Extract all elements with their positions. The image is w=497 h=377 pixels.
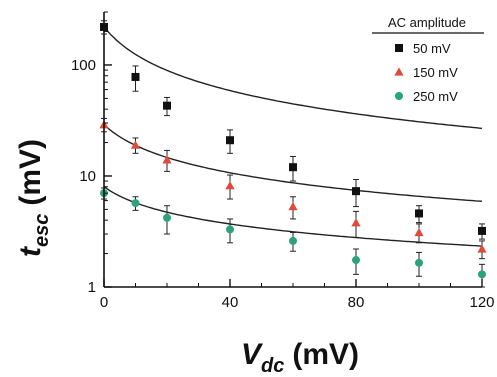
data-point-circle xyxy=(415,258,423,267)
x-axis-title-unit: (mV) xyxy=(292,338,359,371)
data-point-circle xyxy=(131,199,140,208)
data-point-square xyxy=(415,209,423,218)
data-point-circle xyxy=(163,213,171,222)
x-tick-label: 40 xyxy=(222,294,239,311)
x-axis-title-main: V xyxy=(241,338,264,371)
y-tick-label: 10 xyxy=(79,168,96,185)
legend-label: 250 mV xyxy=(413,89,458,104)
y-axis-title-main: t xyxy=(14,245,47,257)
x-tick-label: 120 xyxy=(469,294,494,311)
data-point-triangle xyxy=(225,180,235,190)
data-point-circle xyxy=(289,236,297,245)
data-point-triangle xyxy=(477,244,487,253)
data-point-circle xyxy=(395,92,403,100)
x-tick-label: 80 xyxy=(348,294,365,311)
data-point-circle xyxy=(352,256,360,265)
data-point-square xyxy=(478,226,486,235)
y-axis-title-sub: esc xyxy=(31,214,53,247)
y-tick-label: 100 xyxy=(71,57,96,74)
y-axis-title: tesc (mV) xyxy=(14,139,53,257)
data-point-triangle xyxy=(414,227,424,237)
data-point-square xyxy=(226,136,234,145)
x-axis-title: Vdc (mV) xyxy=(241,338,359,377)
data-point-circle xyxy=(226,225,234,234)
legend: AC amplitude 50 mV 150 mV 250 mV xyxy=(372,15,484,104)
x-axis-title-sub: dc xyxy=(261,355,284,377)
data-point-circle xyxy=(478,270,486,279)
legend-label: 150 mV xyxy=(413,65,458,80)
data-points xyxy=(99,20,487,288)
y-tick-label: 1 xyxy=(88,279,96,296)
data-point-square xyxy=(131,72,140,81)
data-point-triangle xyxy=(394,67,404,76)
data-point-square xyxy=(289,163,297,172)
y-axis-title-unit: (mV) xyxy=(14,139,47,206)
data-point-triangle xyxy=(130,140,141,149)
x-tick-label: 0 xyxy=(100,294,108,311)
data-point-square xyxy=(163,101,171,110)
data-point-triangle xyxy=(351,218,361,227)
legend-title: AC amplitude xyxy=(388,15,466,30)
data-point-square xyxy=(352,187,360,196)
legend-label: 50 mV xyxy=(413,41,451,56)
data-point-triangle xyxy=(162,155,172,164)
fit-line xyxy=(103,26,483,130)
data-point-triangle xyxy=(288,201,298,211)
data-point-square xyxy=(395,44,403,52)
